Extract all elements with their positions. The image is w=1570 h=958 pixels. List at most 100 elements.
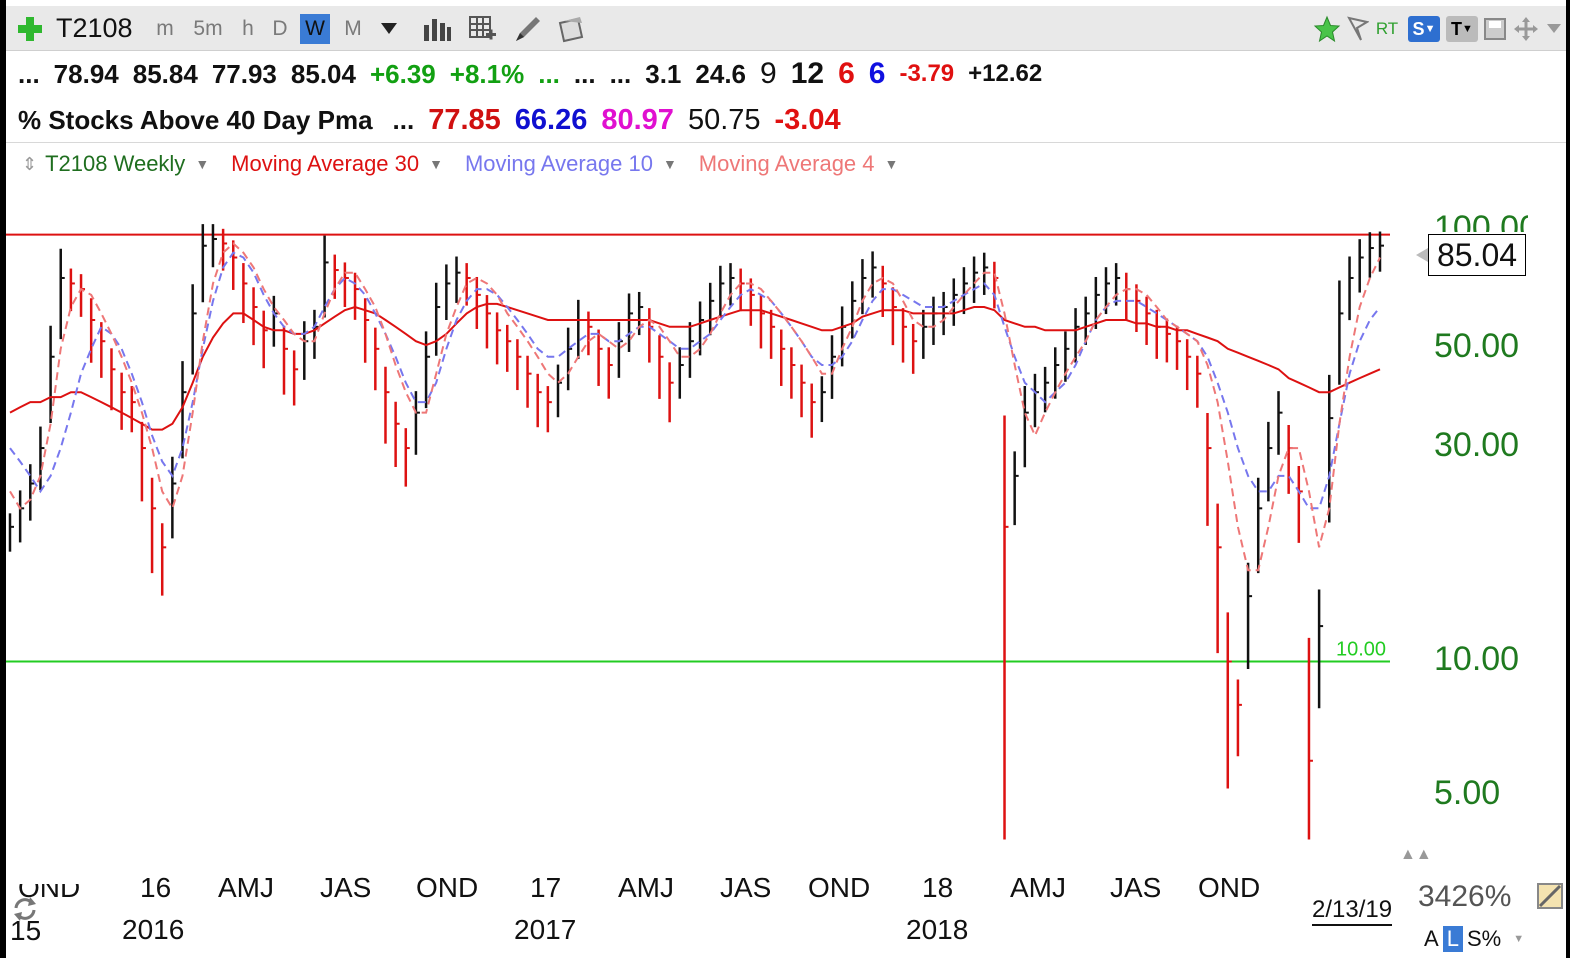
ma30-line bbox=[9, 302, 1381, 431]
bar-chart-icon[interactable] bbox=[420, 14, 454, 44]
timeframe-d-button[interactable]: D bbox=[272, 17, 288, 40]
updown-arrows-icon: ⇕ bbox=[22, 153, 38, 174]
x-axis-year-label: 2018 bbox=[906, 914, 969, 945]
quote-value: 3.1 bbox=[645, 58, 682, 89]
quote-value: +6.39 bbox=[369, 58, 436, 89]
chart-legend: ⇕ T2108 Weekly ▼ Moving Average 30 ▼ Mov… bbox=[22, 148, 920, 180]
x-axis-tick-label: OND bbox=[1198, 872, 1261, 903]
quote-value: ... bbox=[573, 58, 596, 89]
quote-value: -3.79 bbox=[899, 60, 955, 87]
window-right-border bbox=[1566, 0, 1570, 958]
scale-dropdown-icon[interactable]: ▼ bbox=[1513, 933, 1525, 945]
timeframe-m-button[interactable]: m bbox=[156, 17, 174, 40]
y-axis-tick-label: 10.00 bbox=[1434, 639, 1520, 678]
x-axis-tick-label: 17 bbox=[530, 872, 562, 903]
indicator-value: 80.97 bbox=[601, 103, 674, 136]
quote-value: 85.04 bbox=[290, 58, 356, 89]
quote-value: ... bbox=[18, 58, 40, 89]
panel-dropdown-icon[interactable] bbox=[1544, 14, 1564, 44]
legend-ma4-dropdown-icon: ▼ bbox=[884, 156, 899, 172]
s-menu-label: S bbox=[1412, 18, 1425, 39]
quote-value: +8.1% bbox=[449, 58, 525, 89]
legend-series-dropdown-icon: ▼ bbox=[195, 156, 210, 172]
scale-log-button[interactable]: L bbox=[1442, 926, 1463, 952]
legend-ma10[interactable]: Moving Average 10 ▼ bbox=[465, 151, 677, 177]
realtime-button[interactable]: RT bbox=[1375, 19, 1399, 38]
pencil-icon[interactable] bbox=[510, 14, 544, 44]
legend-ma10-label: Moving Average 10 bbox=[464, 151, 653, 176]
quote-value: 24.6 bbox=[695, 58, 747, 89]
t-menu-dropdown-icon: ▼ bbox=[1462, 23, 1473, 35]
indicator-value: 66.26 bbox=[514, 103, 588, 136]
x-axis-year-label: 2016 bbox=[122, 914, 185, 945]
legend-ma30[interactable]: Moving Average 30 ▼ bbox=[231, 151, 443, 177]
y-axis-tick-label: 5.00 bbox=[1434, 774, 1501, 813]
s-menu-button[interactable]: S ▼ bbox=[1408, 16, 1440, 42]
window-left-border bbox=[0, 0, 6, 958]
quote-value: 78.94 bbox=[53, 58, 119, 89]
symbol-input[interactable]: T2108 bbox=[56, 12, 133, 43]
move-icon[interactable] bbox=[1512, 14, 1540, 44]
x-axis-tick-label: OND bbox=[416, 872, 479, 903]
grid-add-icon[interactable] bbox=[466, 14, 500, 44]
x-axis-tick-label: JAS bbox=[720, 872, 772, 903]
indicator-value: ... bbox=[392, 104, 415, 135]
timeframe-h-button[interactable]: h bbox=[242, 17, 254, 40]
quote-value: ... bbox=[609, 58, 632, 89]
x-axis-tick-label: JAS bbox=[1110, 872, 1162, 903]
legend-ma30-label: Moving Average 30 bbox=[231, 151, 420, 176]
header-divider bbox=[6, 142, 1566, 143]
quote-value: 9 bbox=[760, 57, 777, 90]
quote-row-indicator: % Stocks Above 40 Day Pma ... 77.85 66.26 8… bbox=[18, 102, 855, 138]
indicator-title: % Stocks Above 40 Day Pma bbox=[18, 104, 373, 135]
timeframe-w-button[interactable]: W bbox=[300, 14, 330, 44]
quote-value: ... bbox=[538, 58, 560, 89]
collapse-up-icon[interactable]: ▲▲ bbox=[1400, 846, 1432, 863]
ma4-line bbox=[9, 242, 1381, 572]
t-menu-button[interactable]: T ▼ bbox=[1446, 16, 1478, 42]
ruler-icon[interactable] bbox=[1536, 882, 1564, 915]
timeframe-5m-button[interactable]: 5m bbox=[193, 17, 223, 40]
zoom-level[interactable]: 3426% bbox=[1418, 880, 1512, 913]
save-icon[interactable] bbox=[1482, 14, 1508, 44]
x-axis-tick-label: OND bbox=[808, 872, 871, 903]
last-price-label: 85.04 bbox=[1428, 234, 1526, 276]
legend-ma30-dropdown-icon: ▼ bbox=[429, 156, 443, 172]
star-icon[interactable] bbox=[1312, 14, 1342, 44]
x-axis-tick-label: JAS bbox=[320, 872, 372, 903]
legend-series-t2108[interactable]: ⇕ T2108 Weekly ▼ bbox=[22, 151, 209, 177]
quote-row-prices: ... 78.94 85.84 77.93 85.04 +6.39 +8.1%.......… bbox=[18, 56, 1056, 92]
refresh-icon[interactable] bbox=[10, 894, 40, 929]
x-axis-tick-label: OND bbox=[18, 872, 81, 903]
quote-value: 85.84 bbox=[132, 58, 198, 89]
indicator-value: 77.85 bbox=[428, 103, 501, 136]
s-menu-dropdown-icon: ▼ bbox=[1424, 23, 1436, 35]
scale-mode: A L S% ▼ bbox=[1424, 926, 1524, 952]
x-axis-year-label: 2017 bbox=[514, 914, 577, 945]
scale-percent-button[interactable]: S% bbox=[1466, 926, 1502, 951]
toolbar: T2108 m 5m h D W M RT S ▼ T ▼ bbox=[6, 6, 1566, 51]
ma10-line bbox=[9, 251, 1381, 510]
scale-auto-button[interactable]: A bbox=[1424, 926, 1439, 951]
y-axis-tick-label: 30.00 bbox=[1434, 426, 1520, 465]
legend-ma4[interactable]: Moving Average 4 ▼ bbox=[699, 151, 899, 177]
indicator-value: -3.04 bbox=[774, 103, 841, 136]
reference-line-label: 10.00 bbox=[1336, 639, 1386, 661]
legend-ma10-dropdown-icon: ▼ bbox=[662, 156, 677, 172]
quote-value: 77.93 bbox=[211, 58, 277, 89]
x-axis-tick-label: 16 bbox=[140, 872, 172, 903]
flag-icon[interactable] bbox=[1346, 14, 1370, 44]
timeframe-m-monthly-button[interactable]: M bbox=[344, 17, 362, 40]
quote-value: 6 bbox=[868, 57, 886, 90]
quote-value: 6 bbox=[838, 57, 855, 90]
last-date-label: 2/13/19 bbox=[1312, 896, 1393, 926]
timeframe-dropdown-icon[interactable] bbox=[378, 14, 400, 44]
y-axis-tick-label: 100.00 bbox=[1434, 209, 1528, 232]
add-plus-icon[interactable] bbox=[14, 14, 46, 44]
layout-icon[interactable] bbox=[554, 14, 588, 44]
x-axis-tick-label: AMJ bbox=[218, 872, 274, 903]
legend-series-label: T2108 Weekly bbox=[45, 151, 186, 176]
indicator-value: 50.75 bbox=[687, 103, 761, 136]
